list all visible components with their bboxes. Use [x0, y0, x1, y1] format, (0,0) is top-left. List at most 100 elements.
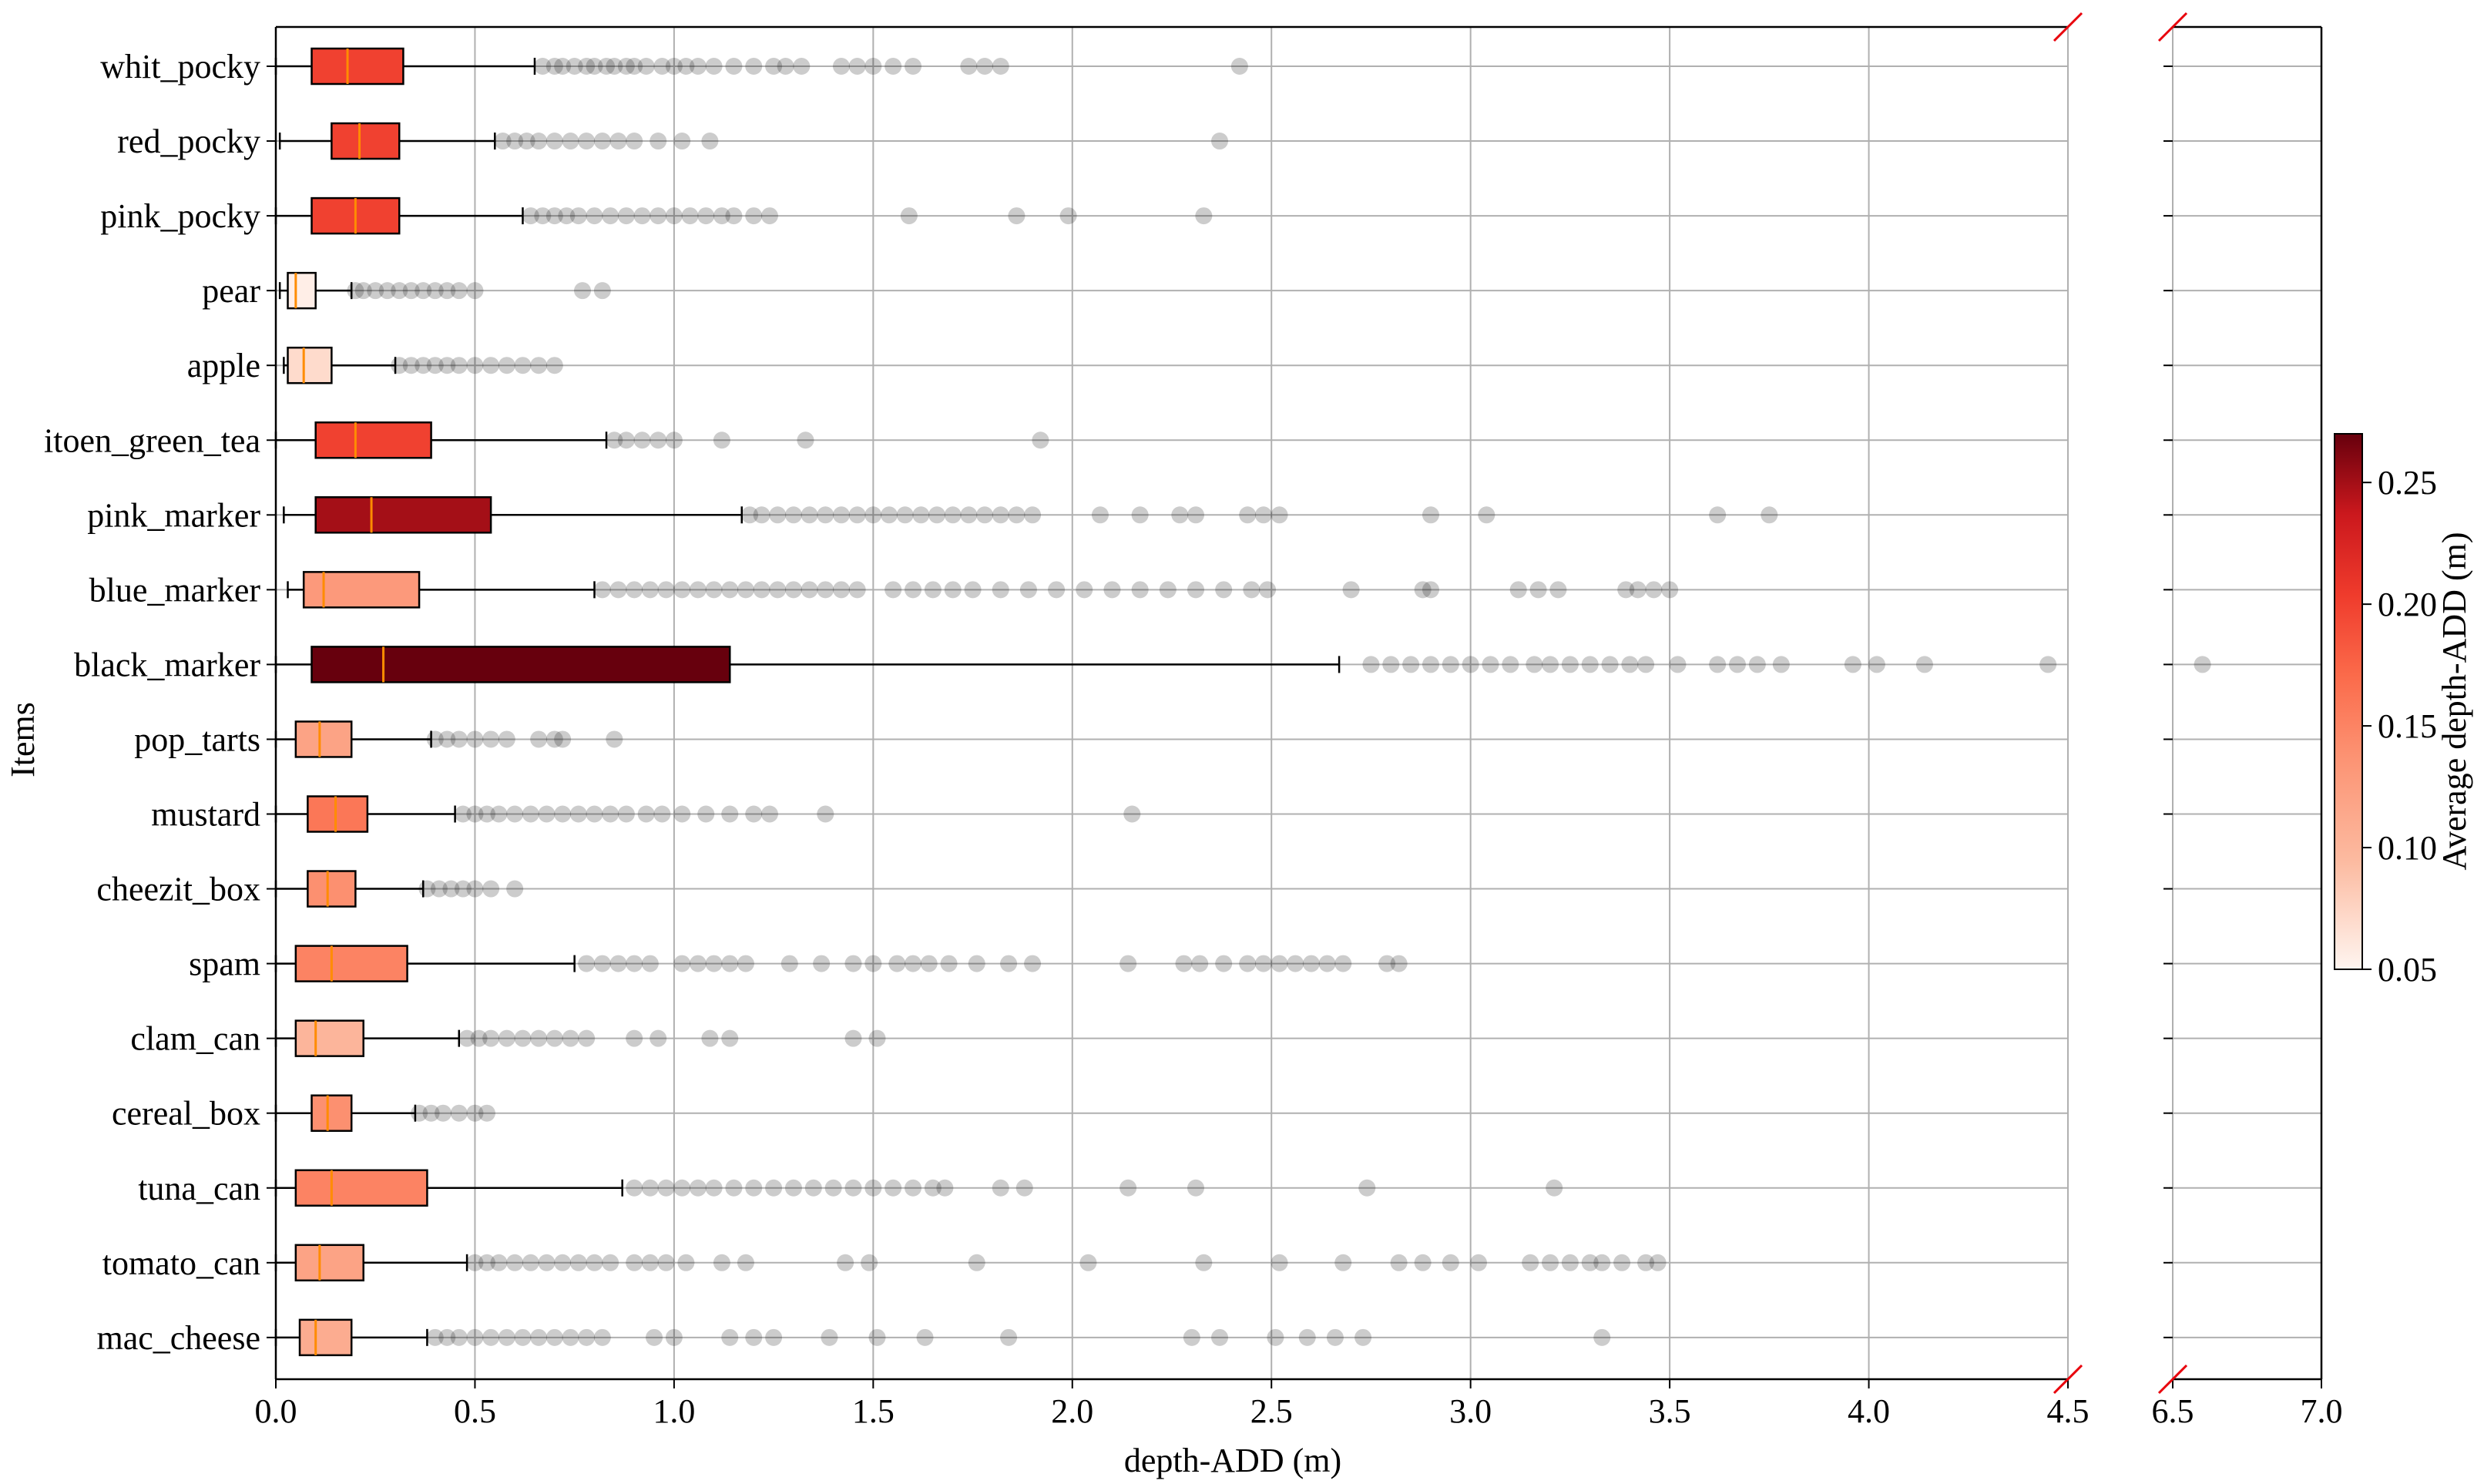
outlier-point: [753, 506, 770, 524]
outlier-point: [1271, 1254, 1288, 1271]
outlier-point: [530, 1328, 548, 1346]
outlier-point: [633, 207, 651, 225]
outlier-point: [885, 1179, 902, 1197]
outlier-point: [1390, 955, 1408, 972]
outlier-point: [1617, 581, 1635, 599]
outlier-point: [1561, 1254, 1579, 1271]
outlier-point: [593, 1328, 611, 1346]
outlier-point: [817, 805, 834, 823]
outlier-point: [569, 207, 587, 225]
outlier-point: [606, 431, 623, 449]
x-tick-label: 1.5: [852, 1392, 895, 1430]
outlier-point: [1709, 506, 1727, 524]
item-label: clam_can: [130, 1020, 260, 1058]
outlier-point: [745, 58, 763, 75]
box-iqr: [294, 1244, 364, 1282]
outlier-point: [1354, 1328, 1372, 1346]
outlier-point: [760, 805, 778, 823]
outlier-point: [737, 1254, 754, 1271]
item-label: blue_marker: [89, 571, 261, 609]
outlier-point: [578, 955, 596, 972]
outlier-point: [976, 58, 994, 75]
outlier-point: [422, 1104, 440, 1122]
outlier-point: [844, 1179, 862, 1197]
outlier-point: [545, 730, 563, 748]
outlier-point: [1844, 656, 1861, 673]
colorbar-tick-label: 0.10: [2378, 829, 2437, 867]
x-tick-label: 7.0: [2301, 1392, 2343, 1430]
outlier-point: [705, 581, 723, 599]
outlier-point: [450, 1104, 468, 1122]
outlier-point: [617, 58, 635, 75]
outlier-point: [391, 282, 408, 300]
outlier-point: [617, 207, 635, 225]
outlier-point: [402, 357, 420, 374]
outlier-point: [784, 581, 802, 599]
box-itoen_green_tea: [274, 421, 608, 459]
outlier-point: [430, 880, 448, 898]
outlier-point: [1159, 581, 1177, 599]
outlier-point: [1000, 955, 1018, 972]
outlier-point: [617, 431, 635, 449]
outlier-point: [1131, 506, 1149, 524]
outlier-point: [602, 1254, 619, 1271]
outlier-point: [837, 1254, 854, 1271]
outlier-point: [1267, 1328, 1284, 1346]
outlier-point: [466, 1254, 484, 1271]
outlier-point: [626, 1179, 643, 1197]
outlier-point: [609, 581, 627, 599]
outlier-point: [530, 357, 548, 374]
box-iqr: [302, 571, 421, 609]
outlier-point: [713, 207, 730, 225]
outlier-point: [1362, 656, 1380, 673]
outlier-point: [1342, 581, 1360, 599]
outlier-point: [626, 58, 643, 75]
outlier-point: [681, 207, 699, 225]
colorbar-tick-label: 0.05: [2378, 951, 2437, 989]
outlier-point: [578, 133, 596, 150]
outlier-point: [1414, 1254, 1432, 1271]
outlier-point: [888, 955, 906, 972]
outlier-point: [1529, 581, 1547, 599]
outlier-point: [626, 955, 643, 972]
outlier-point: [1175, 955, 1193, 972]
outlier-point: [960, 58, 978, 75]
outlier-point: [1581, 656, 1599, 673]
outlier-point: [1103, 581, 1121, 599]
outlier-point: [494, 133, 512, 150]
outlier-point: [498, 1328, 515, 1346]
x-tick-label: 3.0: [1449, 1392, 1492, 1430]
outlier-point: [1131, 581, 1149, 599]
outlier-point: [801, 581, 818, 599]
outlier-point: [402, 282, 420, 300]
outlier-point: [784, 1179, 802, 1197]
outlier-point: [900, 207, 918, 225]
outlier-point: [347, 282, 364, 300]
outlier-point: [745, 1328, 763, 1346]
outlier-point: [705, 955, 723, 972]
outlier-point: [844, 1029, 862, 1047]
outlier-point: [721, 805, 739, 823]
outlier-point: [721, 581, 739, 599]
outlier-point: [1187, 1179, 1205, 1197]
outlier-point: [936, 1179, 954, 1197]
outlier-point: [545, 133, 563, 150]
outlier-point: [1183, 1328, 1200, 1346]
outlier-point: [657, 1254, 675, 1271]
y-axis-label: Items: [4, 702, 42, 777]
outlier-point: [864, 58, 882, 75]
item-label: pear: [202, 272, 260, 310]
outlier-point: [673, 581, 691, 599]
box-iqr: [310, 646, 731, 683]
outlier-point: [976, 506, 994, 524]
outlier-point: [817, 506, 834, 524]
outlier-point: [1482, 656, 1499, 673]
outlier-point: [677, 1254, 695, 1271]
outlier-point: [391, 357, 408, 374]
outlier-point: [566, 58, 583, 75]
outlier-point: [1119, 955, 1137, 972]
outlier-point: [415, 282, 432, 300]
outlier-point: [482, 880, 500, 898]
outlier-point: [482, 357, 500, 374]
outlier-point: [578, 1328, 596, 1346]
